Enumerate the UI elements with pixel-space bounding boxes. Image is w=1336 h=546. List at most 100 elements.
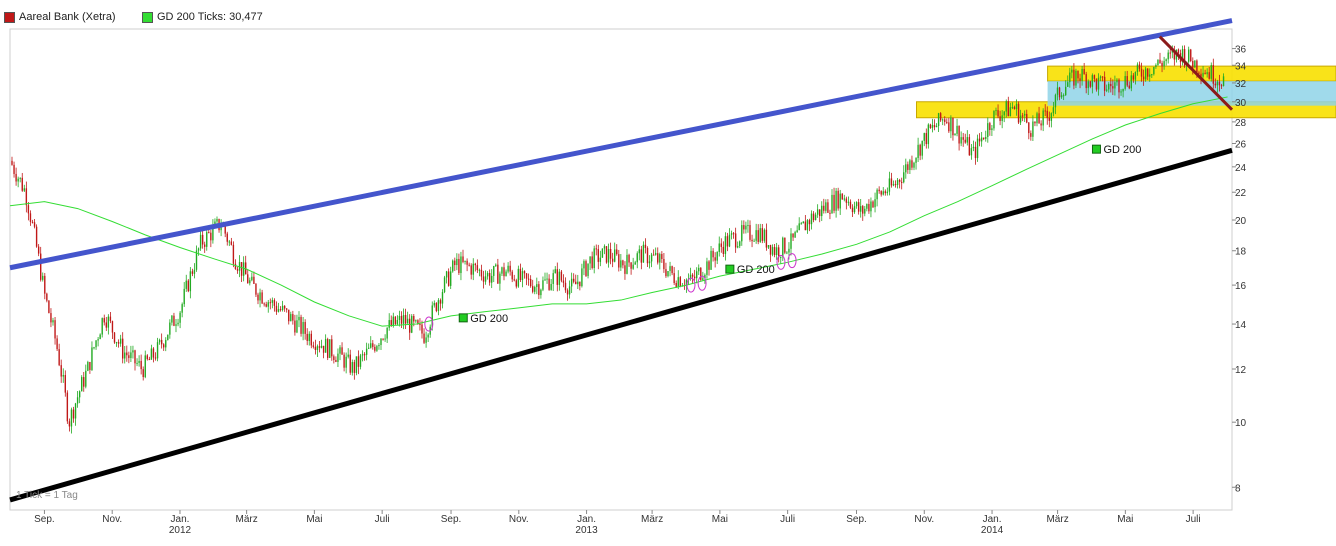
candle <box>1062 93 1065 101</box>
candle <box>993 110 995 131</box>
candle-body <box>747 225 749 227</box>
candle-body <box>462 256 464 262</box>
candle-body <box>954 133 956 136</box>
candle-body <box>165 340 167 348</box>
candle <box>532 279 534 294</box>
candle-body <box>753 240 755 242</box>
candle-body <box>1214 83 1217 86</box>
candle-body <box>341 347 343 355</box>
candle-body <box>62 375 64 377</box>
candle-body <box>154 357 157 359</box>
candle-body <box>468 264 470 266</box>
candle <box>425 331 427 348</box>
candle <box>966 130 968 146</box>
candle-body <box>1071 69 1073 73</box>
candle-body <box>173 315 175 326</box>
candle-body <box>345 356 347 368</box>
candle <box>862 204 864 221</box>
candle-body <box>593 248 595 269</box>
candle <box>1097 73 1100 96</box>
candle <box>406 311 409 324</box>
candle-body <box>13 164 15 174</box>
candle <box>76 391 79 408</box>
candle-body <box>286 308 288 310</box>
candle-body <box>595 248 597 250</box>
candle-body <box>329 339 331 358</box>
x-tick-label: Mai <box>1117 514 1133 525</box>
candle <box>948 117 950 133</box>
candle-body <box>587 263 589 276</box>
candle-body <box>1204 72 1206 75</box>
candle <box>628 253 630 267</box>
y-tick-label: 32 <box>1235 79 1247 90</box>
candle-body <box>903 172 905 183</box>
candle <box>474 262 476 272</box>
candle-body <box>843 198 845 200</box>
candle-body <box>308 333 310 341</box>
candle <box>1208 66 1210 80</box>
candle-body <box>1130 75 1132 89</box>
candle-body <box>72 409 75 419</box>
candle-body <box>337 353 339 362</box>
candle <box>458 253 460 276</box>
candle <box>997 104 999 119</box>
candle <box>1046 106 1048 125</box>
candle-body <box>427 334 429 338</box>
candle-body <box>626 254 628 274</box>
candle <box>195 245 198 272</box>
candle <box>156 337 159 362</box>
candle-body <box>628 254 630 263</box>
candle-body <box>855 202 858 207</box>
candle-body <box>905 164 907 173</box>
candle <box>734 227 737 253</box>
candle <box>1001 110 1003 129</box>
candle-body <box>583 261 585 269</box>
candle <box>206 228 208 251</box>
candle-body <box>425 337 427 343</box>
candle-body <box>614 249 616 262</box>
candle-body <box>378 344 380 347</box>
candle-body <box>257 294 259 301</box>
candle <box>93 346 95 350</box>
candle-body <box>599 257 602 262</box>
candle-body <box>279 309 282 311</box>
candle-body <box>515 280 517 287</box>
candle <box>1087 79 1089 96</box>
candle-body <box>874 199 876 208</box>
candle-body <box>1106 89 1108 91</box>
candle <box>583 259 585 276</box>
candle-body <box>1021 115 1024 117</box>
candle-body <box>646 247 649 264</box>
candle <box>382 338 384 341</box>
candle-body <box>538 284 540 296</box>
candle <box>132 345 134 359</box>
candle <box>970 143 973 160</box>
candle-body <box>304 322 306 334</box>
candle-body <box>1050 113 1053 121</box>
candle-body <box>1122 88 1124 92</box>
candle-body <box>773 247 776 256</box>
candle <box>614 242 616 263</box>
candle-body <box>507 265 509 272</box>
candle <box>765 223 768 251</box>
candle-body <box>728 234 731 247</box>
candle <box>950 115 952 139</box>
candle <box>1005 99 1007 118</box>
candle-body <box>117 342 120 344</box>
candle <box>1085 71 1087 94</box>
candle <box>265 301 267 308</box>
candle-body <box>1052 107 1055 114</box>
candle-body <box>208 232 210 234</box>
candle <box>419 318 421 331</box>
candle <box>995 107 997 116</box>
candle <box>175 318 177 333</box>
candle <box>478 268 481 277</box>
candle-body <box>1060 95 1063 98</box>
candle-body <box>234 263 237 270</box>
y-tick-label: 34 <box>1235 61 1247 72</box>
candle <box>378 342 380 350</box>
candle-body <box>236 269 239 271</box>
candle-body <box>505 271 507 277</box>
candle-body <box>872 201 874 208</box>
candle <box>308 331 310 346</box>
